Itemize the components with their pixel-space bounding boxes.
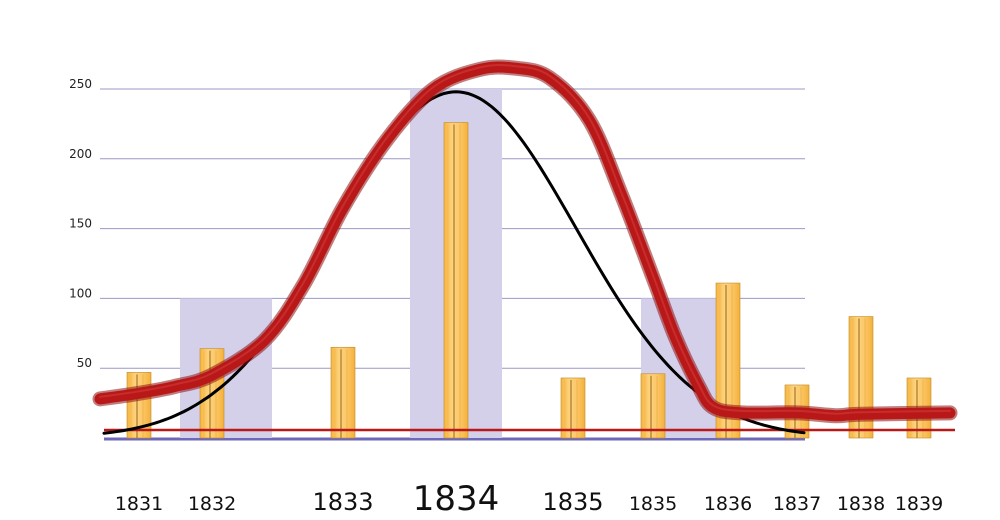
bar-1835-4 [560, 377, 586, 439]
curves [92, 59, 958, 435]
x-tick-label-1831-0: 1831 [115, 493, 163, 515]
y-tick-label-200: 200 [69, 147, 92, 161]
y-tick-label-150: 150 [69, 217, 92, 231]
bell-curve [102, 90, 806, 435]
y-tick-label-50: 50 [77, 356, 92, 370]
x-tick-label-1832-1: 1832 [188, 493, 236, 515]
x-axis-ticks: 1831 1832 1833 1834 1835 1835 1836 1837 1838 1839 [115, 479, 943, 519]
y-tick-label-100: 100 [69, 286, 92, 300]
bar-1835-5 [640, 373, 666, 439]
x-tick-label-1835-4: 1835 [542, 488, 603, 516]
x-tick-label-1837-7: 1837 [773, 493, 821, 515]
x-tick-label-1838-8: 1838 [837, 493, 885, 515]
x-tick-label-1834-3: 1834 [413, 479, 500, 519]
x-tick-label-1836-6: 1836 [704, 493, 752, 515]
x-tick-label-1833-2: 1833 [312, 488, 373, 516]
bar-body [443, 122, 469, 439]
bar-1834-3 [443, 122, 469, 439]
bar-body [330, 346, 356, 439]
x-tick-label-1835-5: 1835 [629, 493, 677, 515]
y-tick-label-250: 250 [69, 77, 92, 91]
bar-body [640, 373, 666, 439]
trend-curve [94, 61, 956, 422]
trend-curve-highlight [99, 63, 951, 415]
x-tick-label-1839-9: 1839 [895, 493, 943, 515]
y-axis-ticks: 50 100 150 200 250 [69, 77, 92, 370]
bar-1833-2 [330, 346, 356, 439]
